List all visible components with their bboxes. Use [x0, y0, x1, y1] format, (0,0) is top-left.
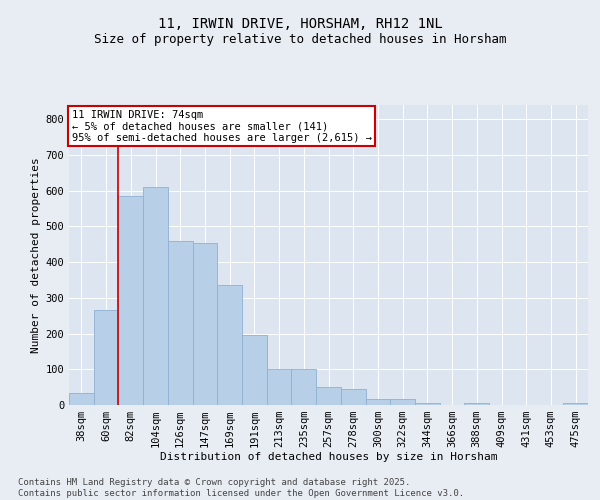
- Text: 11, IRWIN DRIVE, HORSHAM, RH12 1NL: 11, IRWIN DRIVE, HORSHAM, RH12 1NL: [158, 18, 442, 32]
- Bar: [118, 196, 143, 405]
- Y-axis label: Number of detached properties: Number of detached properties: [31, 157, 41, 353]
- Bar: [316, 387, 341, 405]
- Bar: [217, 286, 242, 405]
- Bar: [292, 370, 316, 405]
- X-axis label: Distribution of detached houses by size in Horsham: Distribution of detached houses by size …: [160, 452, 497, 462]
- Bar: [415, 403, 440, 405]
- Bar: [563, 403, 588, 405]
- Bar: [267, 370, 292, 405]
- Bar: [242, 336, 267, 405]
- Text: 11 IRWIN DRIVE: 74sqm
← 5% of detached houses are smaller (141)
95% of semi-deta: 11 IRWIN DRIVE: 74sqm ← 5% of detached h…: [71, 110, 371, 142]
- Bar: [390, 398, 415, 405]
- Bar: [168, 240, 193, 405]
- Bar: [94, 310, 118, 405]
- Text: Contains HM Land Registry data © Crown copyright and database right 2025.
Contai: Contains HM Land Registry data © Crown c…: [18, 478, 464, 498]
- Bar: [365, 398, 390, 405]
- Bar: [193, 242, 217, 405]
- Bar: [464, 403, 489, 405]
- Bar: [341, 389, 365, 405]
- Text: Size of property relative to detached houses in Horsham: Size of property relative to detached ho…: [94, 32, 506, 46]
- Bar: [143, 187, 168, 405]
- Bar: [69, 392, 94, 405]
